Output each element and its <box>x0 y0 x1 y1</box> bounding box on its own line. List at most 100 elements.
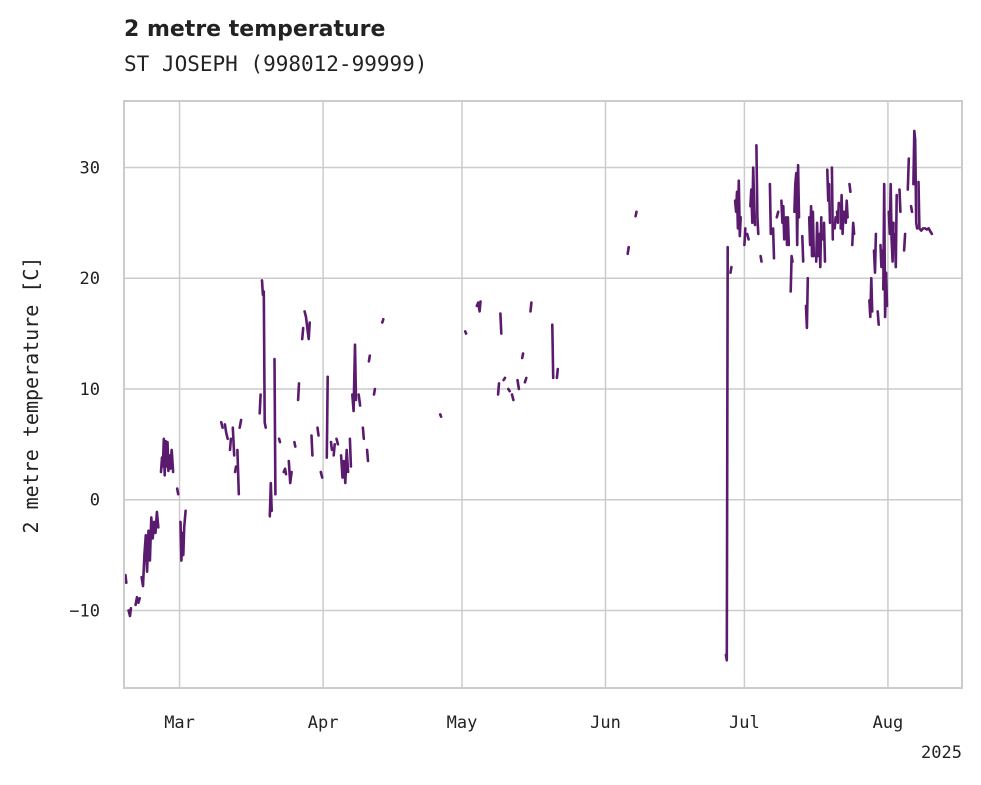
series-segment <box>818 216 823 269</box>
x-tick-label: Mar <box>164 713 195 733</box>
series-segment <box>277 437 282 444</box>
series-segment <box>833 216 837 230</box>
series-segment <box>872 232 878 275</box>
series-segment <box>365 448 370 463</box>
series-segment <box>793 163 801 247</box>
series-segment <box>380 317 385 324</box>
series-segment <box>231 426 236 457</box>
series-segment <box>516 378 521 391</box>
series-segment <box>258 393 262 415</box>
y-axis-ticks: −10 0 10 20 30 <box>69 158 100 621</box>
series-segment <box>835 201 841 225</box>
series-segment <box>361 426 366 441</box>
series-segment <box>300 326 305 341</box>
series-segment <box>262 290 268 430</box>
series-segment <box>127 606 133 618</box>
series-segment <box>745 232 750 241</box>
series-segment <box>768 182 773 236</box>
series-segment <box>743 227 747 247</box>
x-axis-year-label: 2025 <box>921 743 962 763</box>
series-segment <box>154 510 160 535</box>
y-tick-label: −10 <box>69 601 100 621</box>
series-segment <box>502 376 507 382</box>
series-segment <box>233 465 238 474</box>
series-segment <box>800 234 805 263</box>
series-segment <box>821 221 827 263</box>
series-segment <box>506 387 512 393</box>
y-tick-label: 0 <box>90 491 100 511</box>
y-tick-label: 10 <box>80 380 100 400</box>
series-segment <box>140 516 156 588</box>
series-segment <box>906 157 911 191</box>
series-segment <box>814 221 820 263</box>
series-segment <box>804 276 810 330</box>
series-segment <box>499 312 503 335</box>
series-segment <box>510 393 515 402</box>
series-segment <box>807 204 816 258</box>
series-segment <box>372 387 377 396</box>
series-segment <box>789 254 794 293</box>
series-segment <box>134 595 141 607</box>
series-segment <box>909 204 914 214</box>
chart-subtitle: ST JOSEPH (998012-99999) <box>124 52 428 76</box>
series-segment <box>529 301 533 313</box>
series-segment <box>438 413 443 419</box>
series-segment <box>848 182 852 194</box>
series-segment <box>520 352 525 360</box>
series-segment <box>329 440 334 452</box>
series-segment <box>850 221 856 247</box>
series-segment <box>626 245 631 256</box>
series-segment <box>332 442 337 457</box>
series-segment <box>296 382 301 402</box>
series-segment <box>898 188 902 214</box>
series-segment <box>887 182 895 263</box>
series-segment <box>367 354 372 363</box>
series-segment <box>876 310 881 327</box>
chart-title: 2 metre temperature <box>124 17 386 42</box>
series-segment <box>912 129 919 230</box>
series-segment <box>771 227 776 260</box>
series-segment <box>357 393 362 407</box>
series-segment <box>775 210 780 219</box>
series-segment <box>268 481 274 518</box>
series-segment <box>523 376 528 384</box>
series-segment <box>843 199 849 225</box>
plot-frame <box>123 100 963 689</box>
series-segment <box>282 467 288 476</box>
series-segment <box>236 448 241 496</box>
y-tick-label: 30 <box>80 158 100 178</box>
series-segment <box>881 182 889 319</box>
series-segment <box>319 470 324 479</box>
series-segment <box>310 434 314 457</box>
series-segment <box>335 437 340 446</box>
series-segment <box>496 382 501 396</box>
series-segment <box>755 144 760 236</box>
series-segment <box>223 423 229 441</box>
x-tick-label: Jul <box>729 713 760 733</box>
gridlines <box>124 101 962 688</box>
series-segment <box>724 245 730 662</box>
y-axis-label: 2 metre temperature [C] <box>19 257 43 534</box>
series-segment <box>634 210 638 218</box>
series-segment <box>830 166 835 241</box>
x-axis-ticks: Mar Apr May Jun Jul Aug <box>164 713 903 733</box>
series-segment <box>555 367 560 380</box>
x-tick-label: May <box>447 713 478 733</box>
series-segment <box>325 375 330 459</box>
series-segment <box>923 227 934 236</box>
series-segment <box>339 448 350 485</box>
temperature-series <box>124 129 934 662</box>
x-tick-label: Apr <box>308 713 339 733</box>
series-segment <box>124 573 128 585</box>
series-segment <box>228 437 233 452</box>
x-tick-label: Jun <box>590 713 621 733</box>
series-segment <box>238 418 243 430</box>
series-segment <box>825 168 832 225</box>
series-segment <box>350 343 358 413</box>
series-segment <box>348 437 353 468</box>
series-segment <box>175 487 180 496</box>
series-segment <box>463 330 468 335</box>
series-segment <box>733 179 743 238</box>
series-segment <box>902 232 907 252</box>
y-tick-label: 20 <box>80 269 100 289</box>
